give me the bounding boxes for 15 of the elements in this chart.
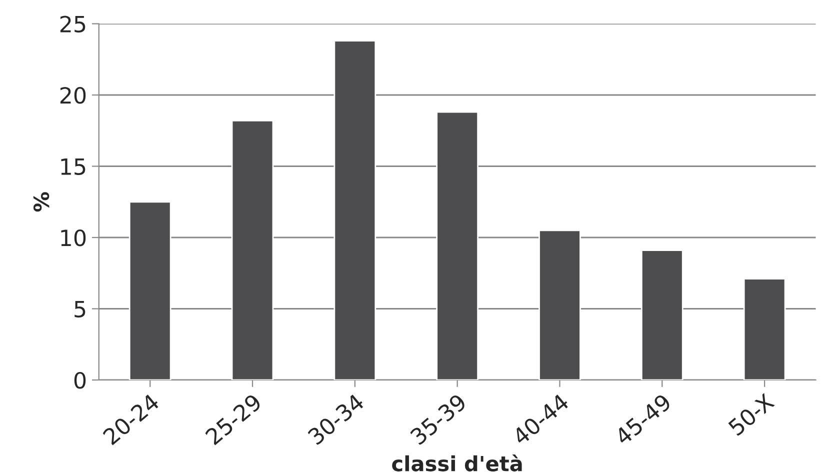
y-axis-title: %	[33, 192, 50, 212]
bar	[128, 201, 172, 380]
y-tick-label: 5	[74, 300, 86, 318]
y-tick-label: 15	[61, 158, 86, 176]
bar	[743, 278, 786, 380]
bar	[538, 230, 581, 380]
bar	[231, 120, 274, 380]
bar	[640, 250, 684, 380]
y-tick-label: 25	[60, 16, 86, 33]
y-tick-label: 0	[74, 372, 86, 389]
y-tick-label: 20	[60, 86, 86, 104]
y-tick-label: 10	[61, 229, 86, 246]
bar	[436, 111, 478, 380]
x-axis-title: classi d'età	[392, 454, 522, 472]
bar	[334, 40, 376, 380]
